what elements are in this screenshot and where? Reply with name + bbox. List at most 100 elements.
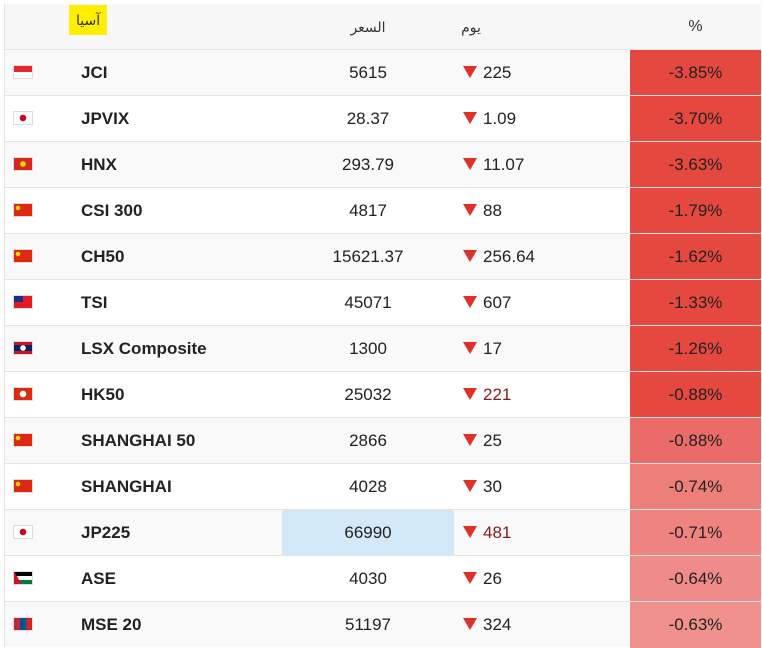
change-cell: 25 — [463, 418, 502, 463]
table-row: ASE 4030 26 -0.64% — [5, 555, 761, 602]
down-arrow — [463, 388, 477, 400]
down-arrow — [463, 296, 477, 308]
table-row: HK50 25032 221 -0.88% — [5, 371, 761, 418]
percent-cell: -0.88% — [630, 372, 761, 418]
index-price: 4030 — [349, 569, 387, 588]
percent-cell: -1.62% — [630, 234, 761, 280]
down-arrow — [463, 158, 477, 170]
change-cell: 88 — [463, 188, 502, 233]
percent-cell: -3.85% — [630, 50, 761, 96]
flag-icon — [14, 618, 32, 630]
down-arrow — [463, 526, 477, 538]
index-name: SHANGHAI — [81, 477, 172, 496]
index-name: MSE 20 — [81, 615, 142, 634]
header-day: يوم — [461, 19, 481, 35]
flag-icon — [14, 250, 32, 262]
index-name: TSI — [81, 293, 108, 312]
percent-cell: -0.64% — [630, 556, 761, 602]
table-row: SHANGHAI 50 2866 25 -0.88% — [5, 417, 761, 464]
change-value: 11.07 — [483, 155, 525, 174]
index-price: 28.37 — [346, 109, 390, 128]
table-row: HNX 293.79 11.07 -3.63% — [5, 141, 761, 188]
table-row: TSI 45071 607 -1.33% — [5, 279, 761, 326]
change-cell: 30 — [463, 464, 502, 509]
index-name: SHANGHAI 50 — [81, 431, 196, 450]
header-price: السعر — [350, 19, 386, 35]
index-name: LSX Composite — [81, 339, 207, 358]
change-cell: 26 — [463, 556, 502, 601]
table-row: LSX Composite 1300 17 -1.26% — [5, 325, 761, 372]
change-value: 481 — [483, 523, 512, 542]
change-value: 88 — [483, 201, 502, 220]
flag-icon — [14, 296, 32, 308]
change-value: 17 — [483, 339, 502, 358]
down-arrow — [463, 434, 477, 446]
header-row: آسيا السعر يوم % — [5, 4, 761, 50]
percent-cell: -0.88% — [630, 418, 761, 464]
change-cell: 225 — [463, 50, 511, 95]
index-price: 25032 — [344, 385, 392, 404]
change-value: 221 — [483, 385, 512, 404]
percent-cell: -1.79% — [630, 188, 761, 234]
table-row: JP225 66990 481 -0.71% — [5, 509, 761, 556]
percent-cell: -1.26% — [630, 326, 761, 372]
change-cell: 324 — [463, 602, 511, 647]
flag-icon — [14, 480, 32, 492]
flag-icon — [14, 158, 32, 170]
down-arrow — [463, 250, 477, 262]
change-cell: 481 — [463, 510, 511, 555]
index-price: 45071 — [344, 293, 392, 312]
flag-icon — [14, 342, 32, 354]
percent-cell: -0.74% — [630, 464, 761, 510]
header-percent: % — [688, 18, 703, 35]
flag-icon — [14, 434, 32, 446]
index-name: CH50 — [81, 247, 125, 266]
flag-icon — [14, 526, 32, 538]
index-price: 4817 — [349, 201, 387, 220]
change-value: 30 — [483, 477, 502, 496]
change-cell: 1.09 — [463, 96, 516, 141]
change-cell: 221 — [463, 372, 511, 417]
index-name: ASE — [81, 569, 116, 588]
change-value: 256.64 — [483, 247, 535, 266]
change-value: 324 — [483, 615, 512, 634]
down-arrow — [463, 204, 477, 216]
change-cell: 11.07 — [463, 142, 524, 187]
change-cell: 17 — [463, 326, 502, 371]
table-row: CSI 300 4817 88 -1.79% — [5, 187, 761, 234]
percent-cell: -0.63% — [630, 602, 761, 648]
header-title: آسيا — [69, 5, 108, 35]
flag-icon — [14, 572, 32, 584]
table-row: CH50 15621.37 256.64 -1.62% — [5, 233, 761, 280]
change-value: 1.09 — [483, 109, 517, 128]
quotes-table: آسيا السعر يوم % JCI 5615 225 -3.85% JPVIX 28… — [4, 4, 761, 648]
change-value: 26 — [483, 569, 502, 588]
table-row: MSE 20 51197 324 -0.63% — [5, 601, 761, 648]
down-arrow — [463, 112, 477, 124]
change-value: 607 — [483, 293, 512, 312]
percent-cell: -3.70% — [630, 96, 761, 142]
down-arrow — [463, 480, 477, 492]
index-price: 15621.37 — [332, 247, 404, 266]
flag-icon — [14, 388, 32, 400]
index-price: 2866 — [349, 431, 387, 450]
flag-icon — [14, 112, 32, 124]
index-price: 1300 — [349, 339, 387, 358]
index-name: HNX — [81, 155, 117, 174]
change-value: 25 — [483, 431, 502, 450]
index-name: HK50 — [81, 385, 125, 404]
percent-cell: -3.63% — [630, 142, 761, 188]
table-row: SHANGHAI 4028 30 -0.74% — [5, 463, 761, 510]
change-cell: 607 — [463, 280, 511, 325]
percent-cell: -1.33% — [630, 280, 761, 326]
index-name: JCI — [81, 63, 108, 82]
flag-icon — [14, 204, 32, 216]
change-value: 225 — [483, 63, 512, 82]
index-price: 51197 — [344, 615, 391, 634]
index-price: 66990 — [282, 510, 454, 555]
index-price: 293.79 — [342, 155, 394, 174]
index-name: CSI 300 — [81, 201, 143, 220]
index-name: JPVIX — [81, 109, 130, 128]
table-row: JPVIX 28.37 1.09 -3.70% — [5, 95, 761, 142]
